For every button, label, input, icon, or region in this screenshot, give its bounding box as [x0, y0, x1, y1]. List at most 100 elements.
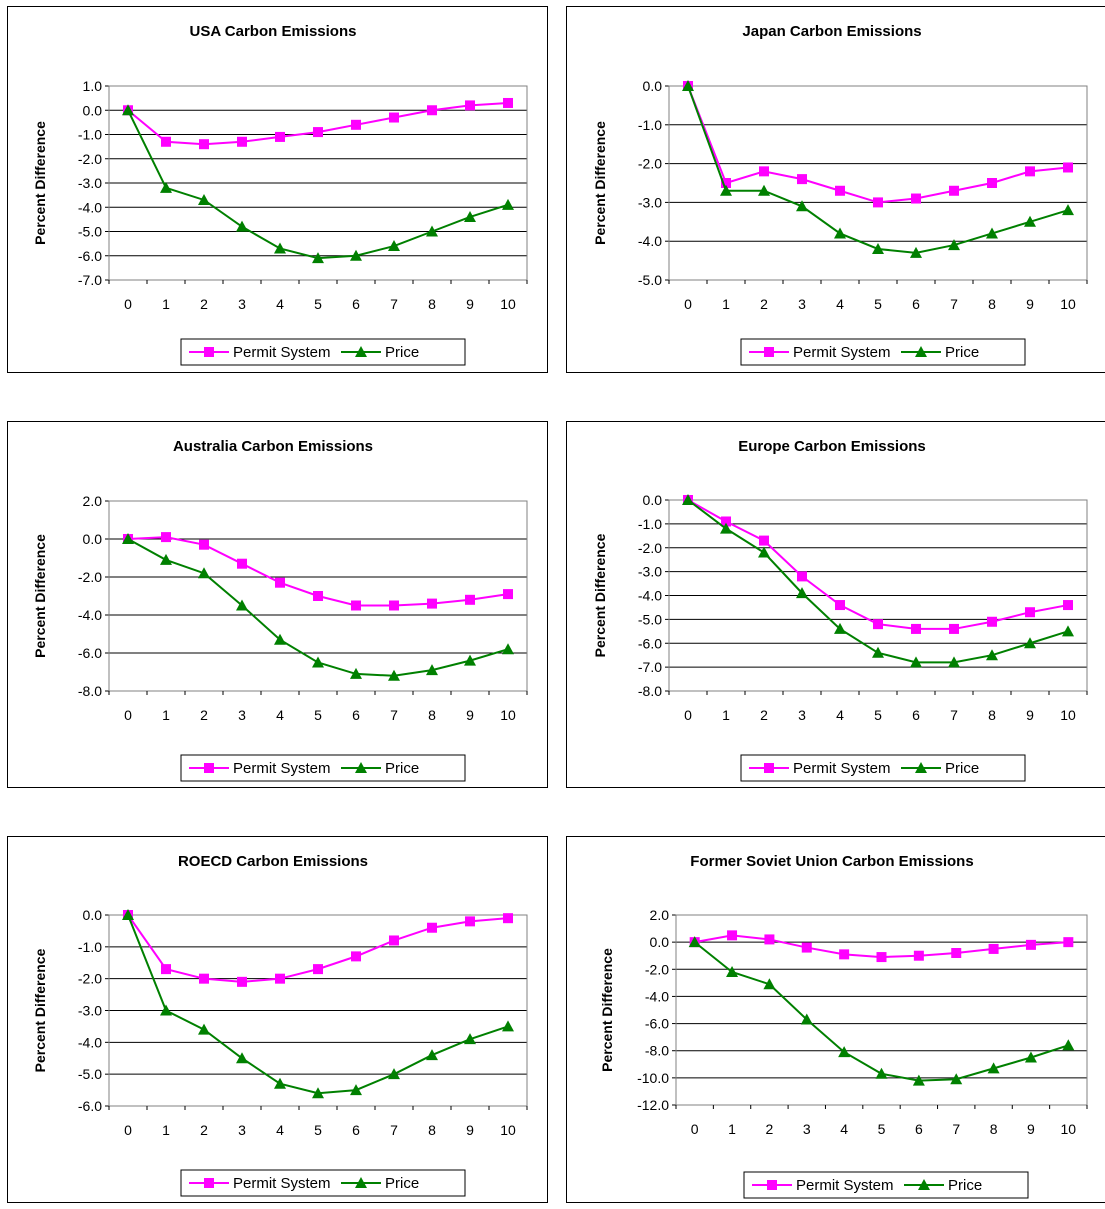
data-point — [275, 578, 285, 588]
y-tick-label: 2.0 — [650, 907, 670, 923]
data-point — [835, 600, 845, 610]
data-point — [161, 532, 171, 542]
data-point — [237, 977, 247, 987]
x-tick-label: 10 — [500, 707, 516, 723]
y-tick-label: -8.0 — [645, 1043, 669, 1059]
legend-label: Price — [385, 344, 419, 361]
y-tick-label: 0.0 — [650, 934, 670, 950]
y-tick-label: 0.0 — [83, 531, 103, 547]
y-tick-label: -7.0 — [78, 272, 102, 288]
x-tick-label: 4 — [276, 707, 284, 723]
legend-label: Permit System — [796, 1177, 894, 1194]
x-tick-label: 0 — [124, 296, 132, 312]
x-tick-label: 8 — [988, 296, 996, 312]
y-tick-label: -3.0 — [78, 175, 102, 191]
y-tick-label: -5.0 — [78, 1066, 102, 1082]
chart-svg: USA Carbon Emissions1.00.0-1.0-2.0-3.0-4… — [7, 6, 549, 374]
data-point — [1063, 162, 1073, 172]
y-tick-label: -5.0 — [638, 272, 662, 288]
x-tick-label: 6 — [912, 707, 920, 723]
x-tick-label: 6 — [912, 296, 920, 312]
legend-label: Price — [385, 760, 419, 777]
y-tick-label: -1.0 — [638, 516, 662, 532]
y-tick-label: -1.0 — [638, 117, 662, 133]
x-tick-label: 7 — [390, 707, 398, 723]
legend: Permit System Price — [181, 1170, 465, 1196]
x-tick-label: 8 — [428, 296, 436, 312]
x-tick-label: 5 — [878, 1121, 886, 1137]
chart-title: Europe Carbon Emissions — [738, 438, 926, 455]
x-tick-label: 9 — [1026, 707, 1034, 723]
x-tick-label: 1 — [162, 296, 170, 312]
data-point — [1025, 166, 1035, 176]
x-tick-label: 6 — [915, 1121, 923, 1137]
data-point — [199, 540, 209, 550]
y-tick-label: -1.0 — [78, 127, 102, 143]
y-tick-label: -4.0 — [638, 233, 662, 249]
data-point — [1026, 940, 1036, 950]
legend-label: Price — [385, 1175, 419, 1192]
x-tick-label: 9 — [1026, 296, 1034, 312]
y-tick-label: -8.0 — [638, 683, 662, 699]
x-tick-label: 4 — [276, 296, 284, 312]
y-tick-label: 1.0 — [83, 78, 103, 94]
data-point — [987, 617, 997, 627]
chart-svg: Australia Carbon Emissions2.00.0-2.0-4.0… — [7, 421, 549, 789]
x-tick-label: 0 — [124, 1122, 132, 1138]
y-tick-label: 0.0 — [83, 102, 103, 118]
x-tick-label: 2 — [760, 707, 768, 723]
y-tick-label: 0.0 — [643, 492, 663, 508]
y-axis-title: Percent Difference — [592, 121, 608, 245]
x-tick-label: 4 — [836, 296, 844, 312]
y-tick-label: -6.0 — [78, 1098, 102, 1114]
legend-label: Price — [945, 760, 979, 777]
data-point — [351, 601, 361, 611]
legend: Permit System Price — [181, 755, 465, 781]
y-tick-label: -5.0 — [78, 224, 102, 240]
x-tick-label: 7 — [950, 296, 958, 312]
x-tick-label: 4 — [276, 1122, 284, 1138]
y-tick-label: 0.0 — [643, 78, 663, 94]
data-point — [427, 923, 437, 933]
data-point — [759, 166, 769, 176]
data-point — [802, 943, 812, 953]
y-axis-title: Percent Difference — [32, 534, 48, 658]
data-point — [873, 197, 883, 207]
x-tick-label: 2 — [200, 707, 208, 723]
data-point — [759, 536, 769, 546]
legend-label: Permit System — [233, 344, 331, 361]
y-tick-label: -2.0 — [78, 569, 102, 585]
y-tick-label: -2.0 — [78, 971, 102, 987]
legend: Permit System Price — [181, 339, 465, 365]
legend-marker — [204, 347, 214, 357]
data-point — [1063, 937, 1073, 947]
data-point — [949, 624, 959, 634]
y-tick-label: -2.0 — [638, 156, 662, 172]
x-tick-label: 0 — [691, 1121, 699, 1137]
y-tick-label: -4.0 — [78, 607, 102, 623]
legend-label: Permit System — [233, 760, 331, 777]
data-point — [877, 952, 887, 962]
x-tick-label: 7 — [390, 296, 398, 312]
y-tick-label: -4.0 — [78, 199, 102, 215]
y-tick-label: -8.0 — [78, 683, 102, 699]
data-point — [873, 619, 883, 629]
y-axis-title: Percent Difference — [592, 533, 608, 657]
chart-title: USA Carbon Emissions — [190, 23, 357, 40]
x-tick-label: 1 — [722, 707, 730, 723]
y-tick-label: -6.0 — [645, 1016, 669, 1032]
legend-label: Permit System — [233, 1175, 331, 1192]
legend-marker — [204, 763, 214, 773]
y-tick-label: -10.0 — [637, 1070, 669, 1086]
data-point — [503, 589, 513, 599]
x-tick-label: 1 — [162, 1122, 170, 1138]
data-point — [839, 949, 849, 959]
data-point — [1025, 607, 1035, 617]
x-tick-label: 10 — [1060, 707, 1076, 723]
x-tick-label: 3 — [798, 296, 806, 312]
